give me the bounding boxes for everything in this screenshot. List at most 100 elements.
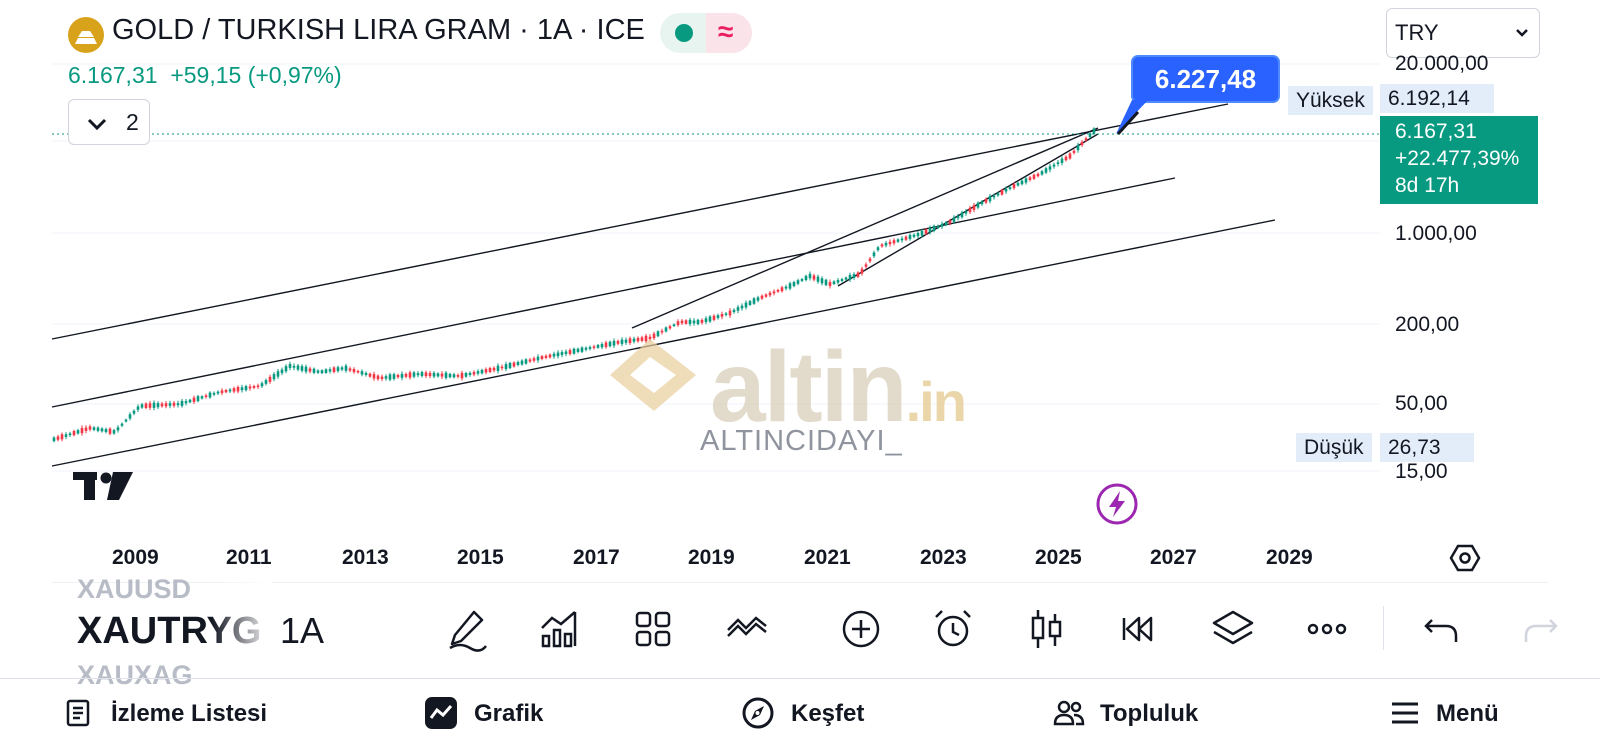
nav-watchlist[interactable]: İzleme Listesi — [64, 692, 304, 732]
candle-body — [528, 359, 532, 362]
candle-body — [228, 389, 232, 392]
candle-body — [860, 268, 864, 274]
candle-body — [520, 360, 524, 365]
candle-body — [940, 223, 944, 227]
candle-body — [752, 298, 756, 304]
candle-body — [164, 403, 168, 407]
candle-body — [556, 352, 560, 357]
symbol-previous[interactable]: XAUUSD — [77, 574, 192, 604]
candle-body — [252, 386, 256, 388]
watermark-logo — [606, 335, 702, 420]
candle-body — [512, 362, 516, 367]
candle-body — [912, 234, 916, 237]
candle-body — [620, 339, 624, 344]
indicators-icon[interactable] — [537, 606, 583, 652]
price-axis-label: 20.000,00 — [1395, 52, 1489, 75]
candle-body — [588, 347, 592, 349]
year-label: 2009 — [112, 546, 159, 569]
candle-body — [676, 321, 680, 325]
candle-body — [244, 386, 248, 391]
indicator-legend-toggle[interactable]: 2 — [68, 99, 150, 145]
market-status-pill[interactable]: ≈ — [660, 13, 752, 53]
candle-body — [336, 367, 340, 372]
low-label: Düşük — [1296, 433, 1372, 462]
community-icon — [1053, 700, 1085, 726]
candle-body — [152, 402, 156, 408]
candle-body — [112, 430, 116, 434]
layers-icon[interactable] — [1210, 606, 1256, 652]
interval-button[interactable]: 1A — [280, 610, 325, 651]
candle-body — [192, 397, 196, 402]
candle-body — [920, 230, 924, 236]
candle-body — [896, 239, 900, 242]
candle-body — [1048, 166, 1052, 170]
price-callout[interactable]: 6.227,48 — [1131, 55, 1280, 103]
more-icon[interactable] — [1304, 606, 1350, 652]
alarm-icon[interactable] — [930, 606, 976, 652]
price-change: +59,15 (+0,97%) — [170, 62, 342, 88]
add-icon[interactable] — [838, 606, 884, 652]
candle-body — [428, 373, 432, 377]
trend-line[interactable] — [51, 103, 1229, 340]
chart-settings-icon[interactable] — [1449, 542, 1481, 574]
nav-explore[interactable]: Keşfet — [741, 692, 891, 732]
candle-body — [1080, 141, 1084, 146]
watermark-domain: altin.in — [710, 331, 967, 443]
symbol-title[interactable]: GOLD / TURKISH LIRA GRAM · 1A · ICE — [112, 14, 645, 46]
candle-body — [928, 228, 932, 232]
candle-body — [516, 362, 520, 365]
year-label: 2027 — [1150, 546, 1197, 569]
candle-body — [884, 242, 888, 246]
pencil-icon[interactable] — [444, 606, 490, 652]
candle-body — [412, 372, 416, 377]
nav-menu[interactable]: Menü — [1390, 692, 1520, 732]
symbol-next[interactable]: XAUXAG — [77, 660, 193, 690]
price-axis-label: 200,00 — [1395, 313, 1460, 336]
trend-line[interactable] — [51, 177, 1176, 408]
candle-body — [524, 359, 528, 364]
lightning-icon[interactable] — [1095, 482, 1139, 526]
candle-body — [1084, 138, 1088, 141]
candle-body — [104, 429, 108, 432]
indicator-count: 2 — [126, 109, 139, 135]
undo-icon[interactable] — [1418, 606, 1464, 652]
candles-icon[interactable] — [1024, 606, 1070, 652]
candle-body — [1020, 180, 1024, 185]
replay-icon[interactable] — [1117, 606, 1163, 652]
year-label: 2021 — [804, 546, 851, 569]
layouts-icon[interactable] — [630, 606, 676, 652]
high-label: Yüksek — [1288, 86, 1373, 115]
candle-body — [892, 240, 896, 244]
candle-body — [656, 331, 660, 337]
candle-body — [236, 387, 240, 392]
candle-body — [184, 401, 188, 404]
trend-line[interactable] — [837, 133, 1099, 287]
trend-line[interactable] — [631, 127, 1099, 329]
candle-body — [904, 236, 908, 240]
nav-community[interactable]: Topluluk — [1052, 692, 1222, 732]
currency-select[interactable]: TRY — [1386, 8, 1540, 58]
year-label: 2019 — [688, 546, 735, 569]
year-label: 2017 — [573, 546, 620, 569]
compare-icon[interactable] — [724, 606, 770, 652]
candle-body — [84, 427, 88, 431]
trend-line[interactable] — [51, 219, 1276, 467]
candle-body — [432, 372, 436, 377]
candle-body — [1044, 168, 1048, 173]
candle-body — [468, 372, 472, 375]
candle-body — [772, 291, 776, 294]
candle-body — [212, 392, 216, 395]
nav-chart[interactable]: Grafik — [424, 692, 574, 732]
candle-body — [856, 272, 860, 277]
redo-icon[interactable] — [1518, 606, 1564, 652]
market-open-dot — [675, 24, 693, 42]
candle-body — [1092, 128, 1096, 134]
candle-body — [320, 370, 324, 374]
candle-body — [964, 211, 968, 214]
nav-label: Menü — [1436, 700, 1499, 727]
candle-body — [616, 341, 620, 344]
candle-body — [480, 369, 484, 374]
candle-body — [256, 385, 260, 388]
candle-body — [552, 353, 556, 357]
